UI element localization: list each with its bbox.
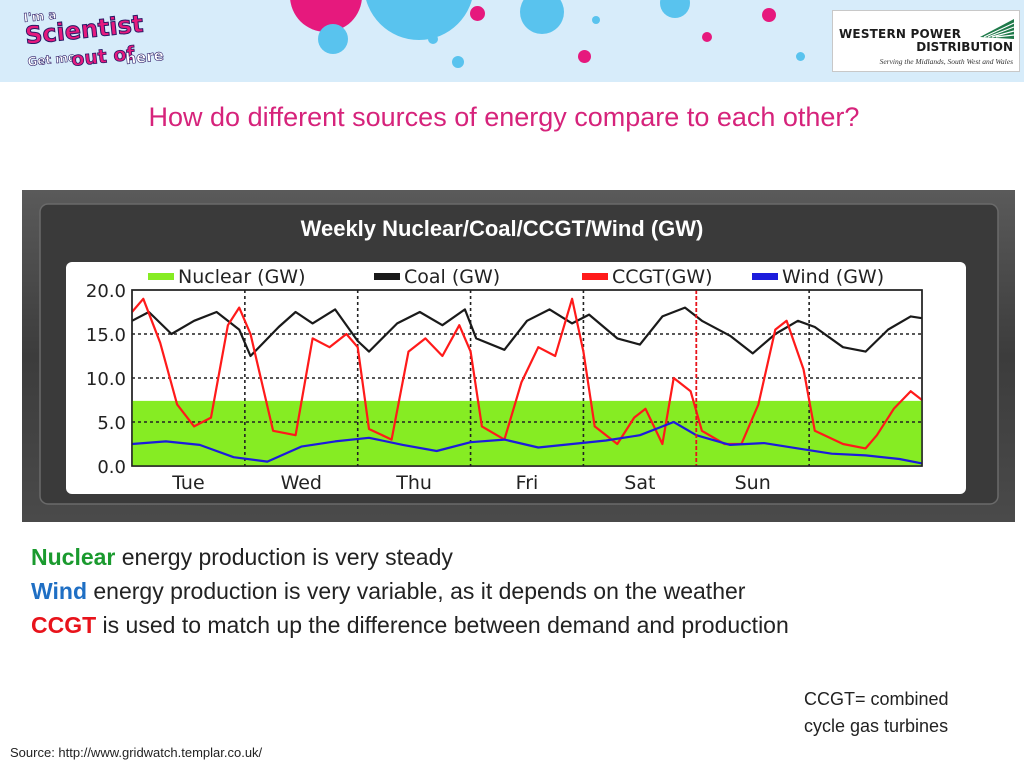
series-nuclear-area xyxy=(132,400,922,466)
chart-legend: Nuclear (GW) Coal (GW) CCGT(GW) Wind (GW) xyxy=(148,266,884,288)
decor-dot xyxy=(578,50,591,63)
logo-text: here xyxy=(125,46,165,68)
legend-nuclear-label: Nuclear (GW) xyxy=(178,266,306,288)
im-a-scientist-logo: I'm a Scientist Get me out of here xyxy=(23,8,165,71)
series-wind-line xyxy=(131,420,923,465)
statement-text: is used to match up the difference betwe… xyxy=(96,612,789,638)
plot-area: 0.0 5.0 10.0 15.0 20.0 Tue Wed Thu Fri Sat Sun xyxy=(86,281,923,494)
decor-dot xyxy=(660,0,690,18)
y-tick-label: 5.0 xyxy=(97,413,126,434)
statement-nuclear: Nuclear energy production is very steady xyxy=(31,540,789,574)
western-power-distribution-logo: WESTERN POWER DISTRIBUTION Serving the M… xyxy=(832,10,1020,72)
legend-coal-swatch xyxy=(374,273,400,280)
decor-dot xyxy=(318,24,348,54)
legend-ccgt-swatch xyxy=(582,273,608,280)
legend-ccgt-label: CCGT(GW) xyxy=(612,266,713,288)
keyword-ccgt: CCGT xyxy=(31,612,97,638)
y-tick-label: 20.0 xyxy=(86,281,126,302)
series-ccgt-line xyxy=(131,297,923,450)
legend-nuclear-swatch xyxy=(148,273,174,280)
decor-dot xyxy=(520,0,564,34)
wpd-name-line1: WESTERN POWER xyxy=(839,27,962,41)
legend-wind-label: Wind (GW) xyxy=(782,266,884,288)
header-banner: I'm a Scientist Get me out of here WESTE… xyxy=(0,0,1024,82)
chart-title: Weekly Nuclear/Coal/CCGT/Wind (GW) xyxy=(301,216,704,241)
decor-dot xyxy=(592,16,600,24)
x-tick-label: Fri xyxy=(516,472,539,494)
x-tick-label: Wed xyxy=(281,472,322,494)
y-tick-label: 0.0 xyxy=(97,457,126,478)
x-tick-label: Sun xyxy=(735,472,771,494)
statement-text: energy production is very variable, as i… xyxy=(87,578,746,604)
decor-dot xyxy=(702,32,712,42)
plot-border xyxy=(131,289,923,467)
decor-dot xyxy=(762,8,776,22)
slide-question: How do different sources of energy compa… xyxy=(148,102,860,132)
source-credit: Source: http://www.gridwatch.templar.co.… xyxy=(10,745,263,760)
logo-text: Get me xyxy=(27,50,77,69)
logo-text: I'm a xyxy=(23,8,57,25)
y-tick-label: 10.0 xyxy=(86,369,126,390)
x-tick-label: Tue xyxy=(171,472,204,494)
wpd-name-line2: DISTRIBUTION xyxy=(916,40,1013,54)
statement-wind: Wind energy production is very variable,… xyxy=(31,574,789,608)
wpd-tagline: Serving the Midlands, South West and Wal… xyxy=(879,57,1013,66)
x-tick-label: Sat xyxy=(624,472,655,494)
note-line: cycle gas turbines xyxy=(804,716,949,736)
chart-svg: Weekly Nuclear/Coal/CCGT/Wind (GW) Nucle… xyxy=(22,190,1015,522)
y-tick-label: 15.0 xyxy=(86,325,126,346)
decor-dot xyxy=(452,56,464,68)
explanation-text: Nuclear energy production is very steady… xyxy=(31,540,789,642)
statement-ccgt: CCGT is used to match up the difference … xyxy=(31,608,789,642)
decor-dot xyxy=(470,6,485,21)
legend-coal-label: Coal (GW) xyxy=(404,266,500,288)
ccgt-definition: CCGT= combined cycle gas turbines xyxy=(804,686,949,740)
keyword-wind: Wind xyxy=(31,578,87,604)
decor-dot xyxy=(364,0,474,40)
x-tick-label: Thu xyxy=(395,472,432,494)
decor-dot xyxy=(428,34,438,44)
note-line: CCGT= combined xyxy=(804,689,949,709)
legend-wind-swatch xyxy=(752,273,778,280)
decor-dot xyxy=(796,52,805,61)
keyword-nuclear: Nuclear xyxy=(31,544,116,570)
energy-chart: Weekly Nuclear/Coal/CCGT/Wind (GW) Nucle… xyxy=(22,190,1015,522)
wpd-logo-icon xyxy=(980,19,1015,39)
statement-text: energy production is very steady xyxy=(115,544,453,570)
